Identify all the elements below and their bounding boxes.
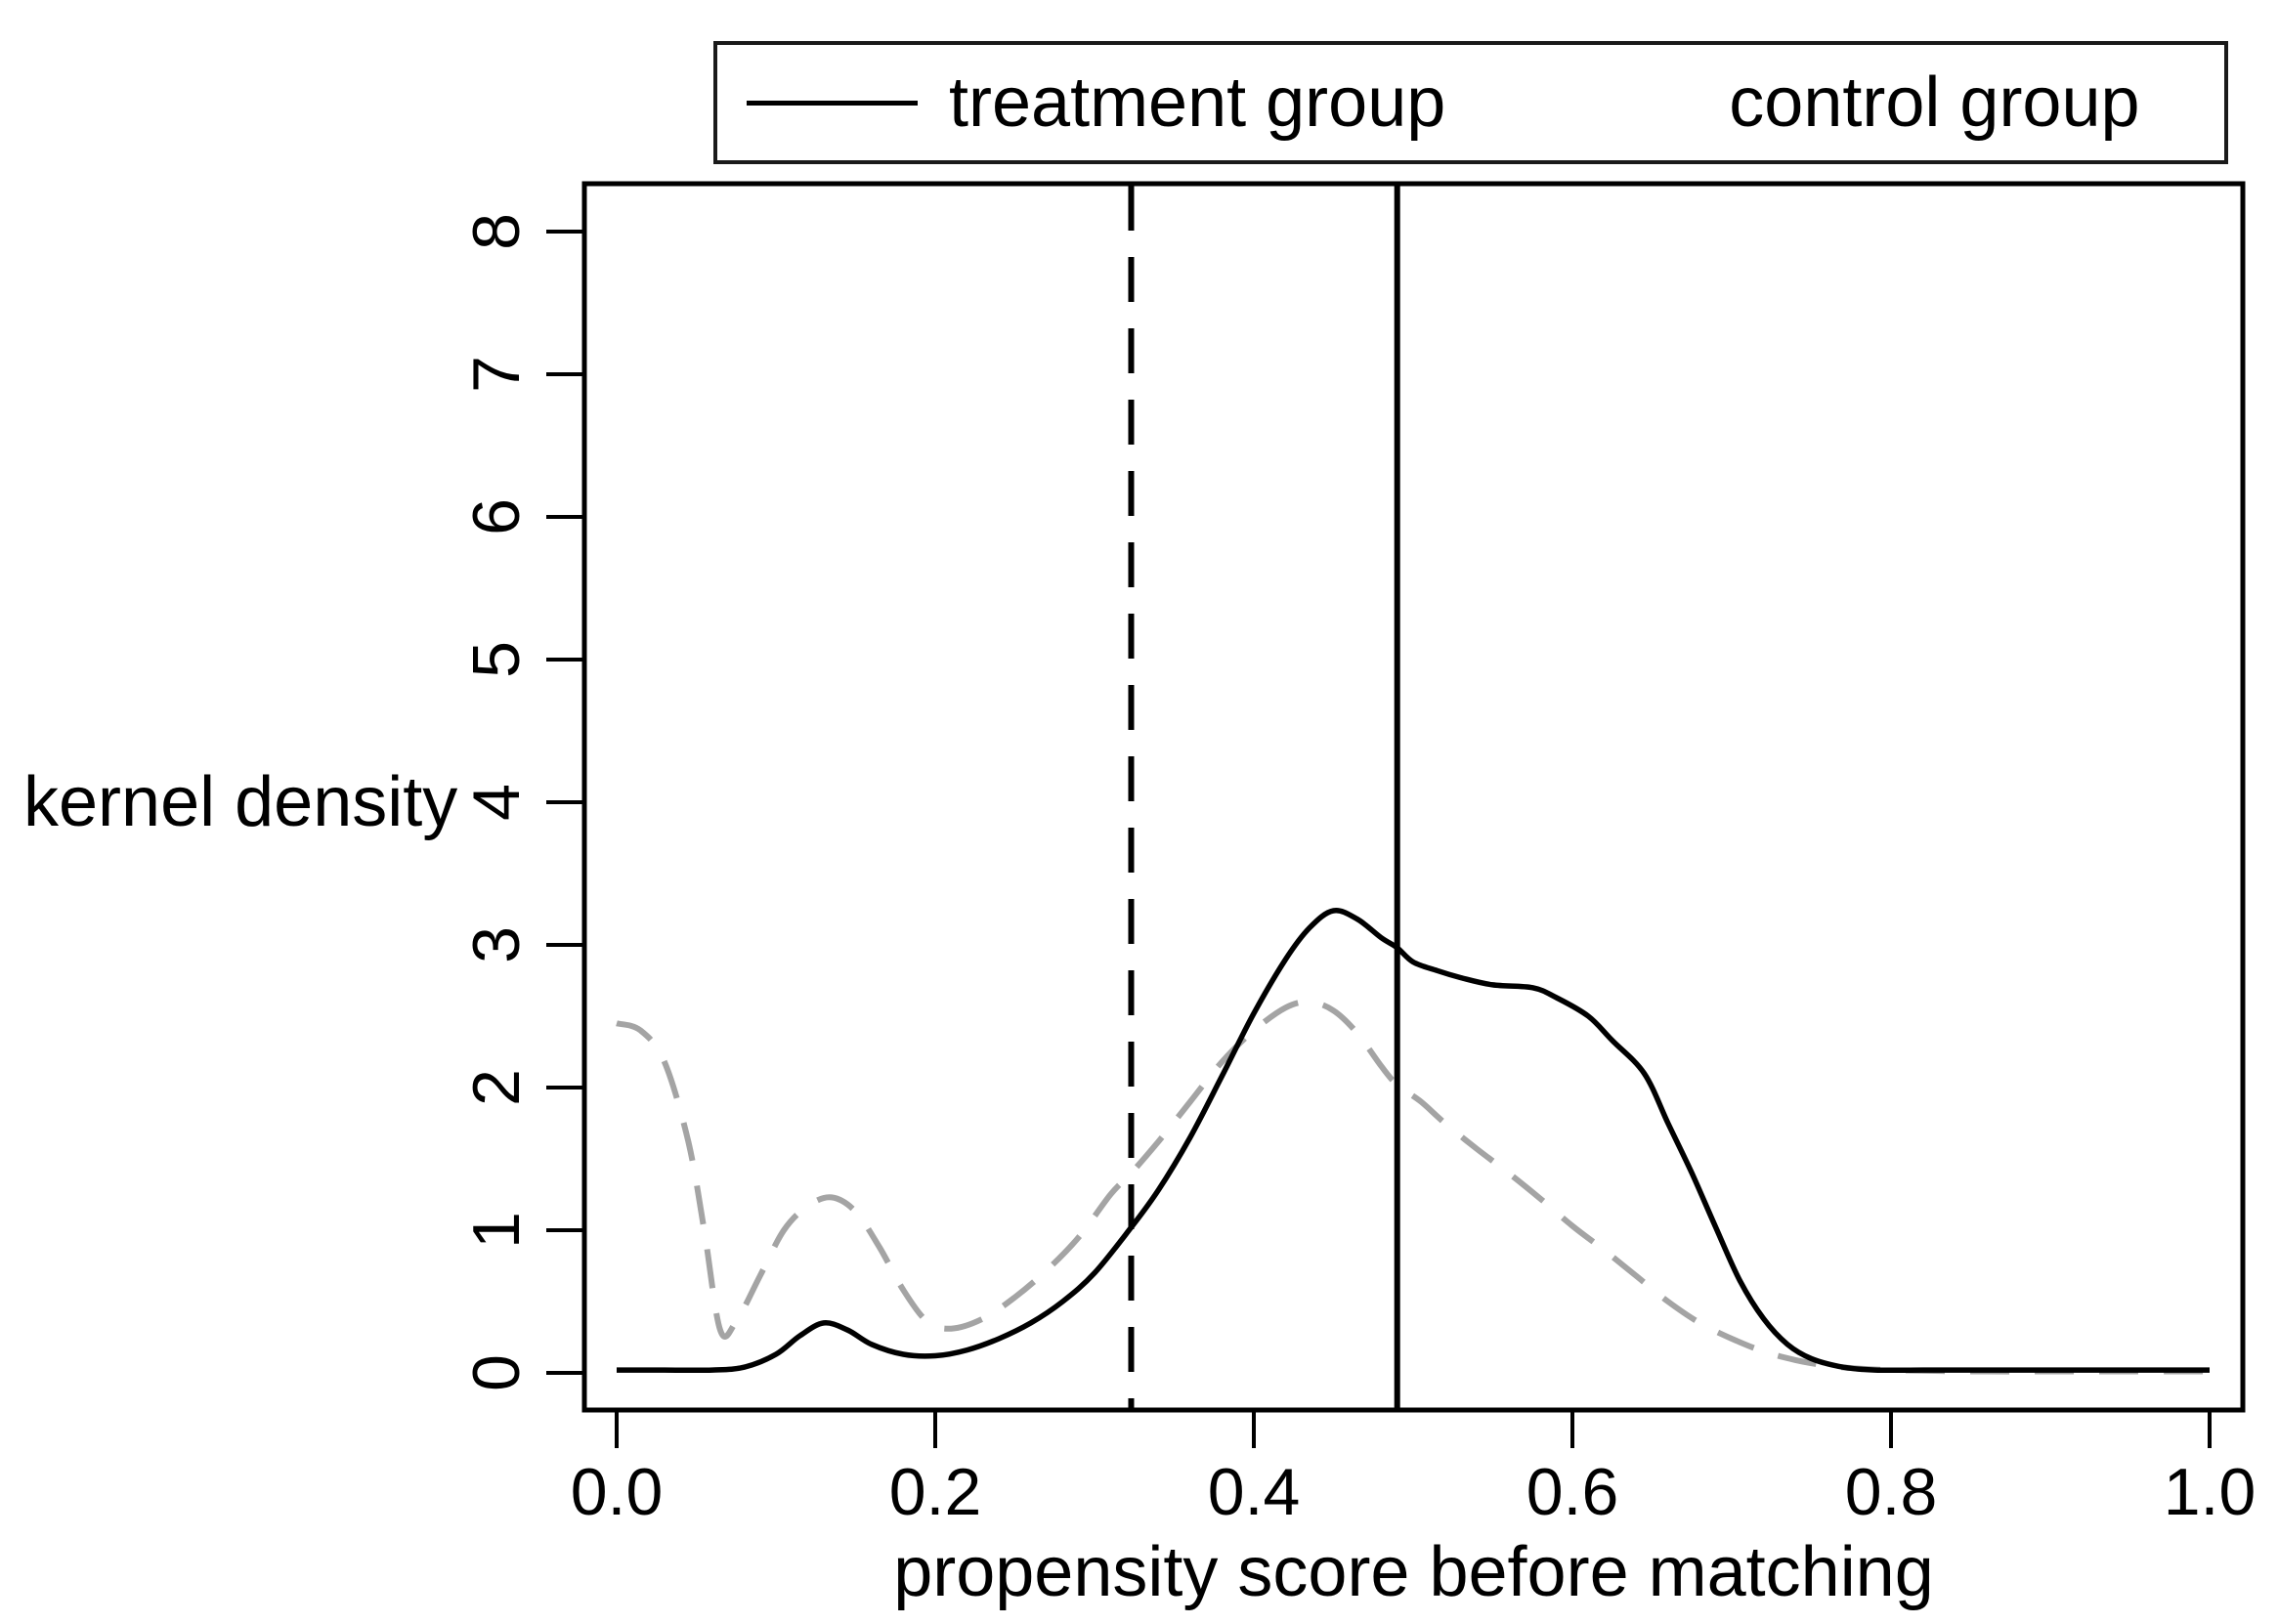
treatment-line-swatch (747, 100, 918, 106)
y-tick-label: 3 (459, 926, 534, 963)
treatment-group-curve (617, 908, 2210, 1374)
legend-label-treatment: treatment group (949, 64, 1446, 142)
y-tick-label: 7 (459, 356, 534, 393)
y-tick-label: 2 (459, 1069, 534, 1106)
y-tick-label: 8 (459, 213, 534, 250)
x-tick-label: 0.2 (889, 1455, 982, 1529)
y-axis-title: kernel density (23, 763, 458, 841)
x-tick-label: 0.0 (571, 1455, 664, 1529)
y-tick-label: 4 (459, 784, 534, 821)
x-tick-label: 1.0 (2164, 1455, 2257, 1529)
x-tick-label: 0.8 (1845, 1455, 1938, 1529)
y-tick-label: 1 (459, 1212, 534, 1249)
y-tick-label: 5 (459, 641, 534, 678)
legend: treatment group control group (713, 41, 2228, 164)
x-tick-label: 0.4 (1208, 1455, 1301, 1529)
plot-border (581, 181, 2246, 1413)
x-tick-label: 0.6 (1526, 1455, 1619, 1529)
x-axis-title: propensity score before matching (893, 1533, 1934, 1611)
y-tick-label: 0 (459, 1354, 534, 1391)
control-group-curve (616, 999, 2210, 1375)
y-tick-label: 6 (459, 498, 534, 535)
legend-label-control: control group (1729, 64, 2140, 142)
